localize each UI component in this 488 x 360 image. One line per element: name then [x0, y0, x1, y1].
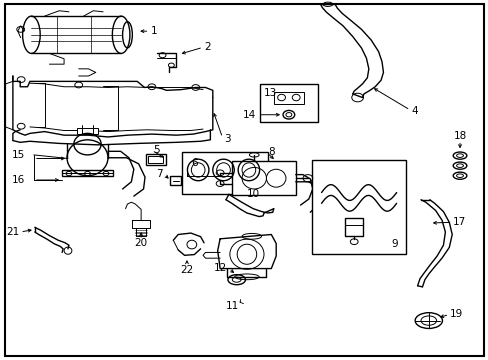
Text: 5: 5: [153, 145, 160, 155]
Text: 2: 2: [204, 42, 211, 52]
Text: 4: 4: [411, 106, 418, 116]
Bar: [345, 218, 362, 235]
Text: 10: 10: [246, 189, 260, 199]
Text: 9: 9: [390, 239, 397, 249]
Bar: [146, 154, 165, 165]
Text: 13: 13: [264, 88, 277, 98]
Bar: [170, 176, 181, 185]
Text: 14: 14: [243, 110, 256, 120]
Bar: [77, 128, 98, 134]
Text: 15: 15: [12, 150, 25, 160]
Text: 19: 19: [449, 309, 463, 319]
Text: 17: 17: [452, 217, 466, 227]
Bar: [311, 160, 406, 253]
Text: 1: 1: [151, 26, 157, 36]
Text: 11: 11: [225, 301, 239, 311]
Bar: [182, 152, 267, 194]
Text: 22: 22: [180, 265, 193, 275]
Text: 3: 3: [224, 134, 230, 144]
Text: 8: 8: [267, 147, 274, 157]
Bar: [62, 170, 113, 176]
Bar: [260, 84, 317, 122]
Bar: [274, 93, 303, 104]
Text: 20: 20: [134, 238, 147, 248]
Text: 12: 12: [214, 263, 227, 273]
Text: 16: 16: [12, 175, 25, 185]
Text: 6: 6: [190, 158, 197, 168]
Text: 7: 7: [156, 168, 162, 179]
Bar: [148, 156, 163, 163]
Text: 21: 21: [6, 228, 19, 237]
Bar: [232, 161, 295, 195]
Text: 18: 18: [452, 131, 466, 141]
